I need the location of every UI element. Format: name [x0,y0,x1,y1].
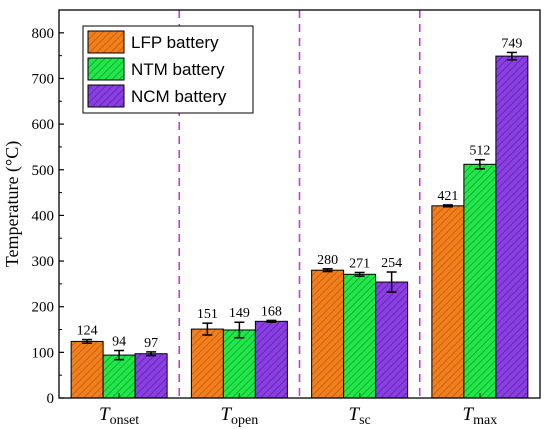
bar [254,320,288,399]
y-tick-label: 800 [32,26,55,42]
legend: LFP battery NTM battery NCM battery [82,25,254,114]
x-tick-label: Tmax [463,404,498,428]
data-label: 280 [317,253,338,268]
data-label: 124 [77,324,98,339]
bars [70,55,529,399]
data-label: 421 [437,189,458,204]
bar [102,354,136,399]
legend-label: NCM battery [131,87,227,106]
y-tick-label: 100 [32,345,55,361]
bar [311,269,345,399]
data-label: 168 [261,304,282,319]
bar [431,205,465,399]
data-label: 151 [197,307,218,322]
legend-label: LFP battery [131,33,219,52]
x-tick-label: Tonset [99,404,139,428]
value-labels: 124 94 97 151 149 168 280 271 254 421 512 749 [77,36,523,350]
y-tick-label: 400 [32,208,55,224]
x-tick-label: Tsc [349,404,371,428]
legend-swatch [87,30,125,54]
legend-swatch [87,57,125,81]
y-tick-label: 700 [32,71,55,87]
plot-frame [58,9,541,399]
data-label: 254 [381,256,402,271]
bar [463,163,497,399]
y-tick-label: 0 [47,391,55,407]
bar [222,329,256,399]
y-tick-label: 300 [32,254,55,270]
x-axis: Tonset Topen Tsc Tmax [99,393,497,428]
data-label: 149 [229,306,250,321]
bar [495,55,529,399]
y-tick-label: 500 [32,163,55,179]
data-label: 512 [469,144,490,159]
bar [70,340,104,399]
data-label: 97 [144,336,158,351]
data-label: 271 [349,256,370,271]
data-label: 94 [112,335,126,350]
x-tick-label: Topen [220,404,258,428]
bar [190,328,224,399]
y-axis-title: Temperature (°C) [2,141,23,267]
bar [343,273,377,399]
y-axis: 0 100 200 300 400 500 600 700 800 [32,26,64,407]
legend-swatch [87,84,125,108]
bar [134,353,168,399]
y-tick-label: 600 [32,117,55,133]
bar [375,281,409,399]
data-label: 749 [501,36,522,51]
category-separators [178,10,421,398]
y-tick-label: 200 [32,300,55,316]
legend-label: NTM battery [131,60,225,79]
error-bars [82,51,517,361]
